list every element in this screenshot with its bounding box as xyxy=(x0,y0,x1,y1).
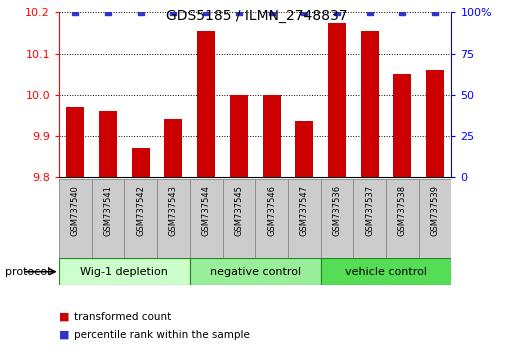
Bar xyxy=(59,179,92,258)
Bar xyxy=(419,179,451,258)
Text: GSM737540: GSM737540 xyxy=(71,185,80,236)
Text: GSM737537: GSM737537 xyxy=(365,185,374,236)
Point xyxy=(366,10,374,15)
Bar xyxy=(197,31,215,177)
Text: percentile rank within the sample: percentile rank within the sample xyxy=(74,330,250,339)
Text: GDS5185 / ILMN_2748837: GDS5185 / ILMN_2748837 xyxy=(166,9,347,23)
Bar xyxy=(295,121,313,177)
Text: Wig-1 depletion: Wig-1 depletion xyxy=(81,267,168,277)
Text: GSM737536: GSM737536 xyxy=(332,185,342,236)
Text: GSM737543: GSM737543 xyxy=(169,185,178,236)
Bar xyxy=(99,111,117,177)
Bar xyxy=(223,179,255,258)
Point xyxy=(104,10,112,15)
Bar xyxy=(386,179,419,258)
Point xyxy=(235,10,243,15)
Point xyxy=(431,10,439,15)
Bar xyxy=(165,119,183,177)
Bar xyxy=(288,179,321,258)
Bar xyxy=(321,258,451,285)
Point xyxy=(71,10,80,15)
Bar xyxy=(353,179,386,258)
Text: ■: ■ xyxy=(59,330,69,339)
Text: GSM737538: GSM737538 xyxy=(398,185,407,236)
Text: vehicle control: vehicle control xyxy=(345,267,427,277)
Text: protocol: protocol xyxy=(5,267,50,277)
Bar xyxy=(124,179,157,258)
Bar xyxy=(321,179,353,258)
Bar xyxy=(393,74,411,177)
Bar xyxy=(190,179,223,258)
Point xyxy=(169,10,177,15)
Text: transformed count: transformed count xyxy=(74,312,172,322)
Point xyxy=(300,10,308,15)
Text: negative control: negative control xyxy=(210,267,301,277)
Bar xyxy=(92,179,125,258)
Bar xyxy=(263,95,281,177)
Bar xyxy=(426,70,444,177)
Text: ■: ■ xyxy=(59,312,69,322)
Text: GSM737541: GSM737541 xyxy=(104,185,112,236)
Point xyxy=(202,10,210,15)
Point xyxy=(333,10,341,15)
Bar xyxy=(66,107,84,177)
Bar xyxy=(361,31,379,177)
Bar xyxy=(255,179,288,258)
Point xyxy=(136,10,145,15)
Bar xyxy=(230,95,248,177)
Bar xyxy=(328,23,346,177)
Text: GSM737539: GSM737539 xyxy=(430,185,440,236)
Bar xyxy=(157,179,190,258)
Point xyxy=(267,10,275,15)
Text: GSM737547: GSM737547 xyxy=(300,185,309,236)
Text: GSM737545: GSM737545 xyxy=(234,185,243,236)
Text: GSM737542: GSM737542 xyxy=(136,185,145,236)
Bar xyxy=(190,258,321,285)
Text: GSM737544: GSM737544 xyxy=(202,185,211,236)
Bar xyxy=(59,258,190,285)
Bar xyxy=(132,148,150,177)
Point xyxy=(398,10,406,15)
Text: GSM737546: GSM737546 xyxy=(267,185,276,236)
